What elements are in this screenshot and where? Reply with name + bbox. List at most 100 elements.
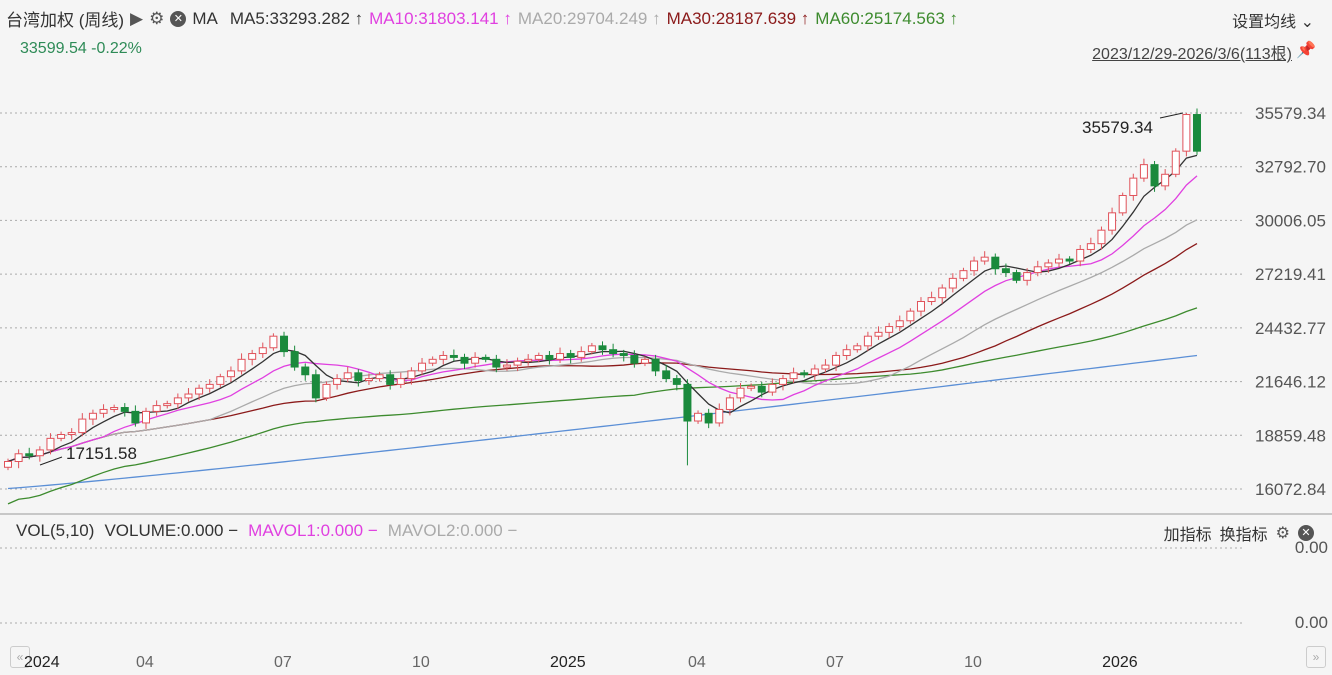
candle-body <box>757 385 766 393</box>
switch-indicator-button[interactable]: 换指标 <box>1219 527 1268 544</box>
candle-body <box>1118 194 1127 214</box>
candle-body <box>736 387 745 399</box>
candle-body <box>471 356 480 364</box>
candle-body <box>78 418 87 434</box>
vol-label: VOL(5,10) <box>16 521 95 540</box>
y-tick-label: 30006.05 <box>1255 211 1326 230</box>
pin-icon[interactable]: 📌 <box>1296 42 1316 59</box>
candle-body <box>301 366 310 376</box>
candle-body <box>343 372 352 380</box>
gear-icon[interactable]: ⚙ <box>1275 525 1290 542</box>
ma20-value: MA20:29704.249 ↑ <box>517 8 661 28</box>
x-tick-label: 04 <box>136 654 154 671</box>
min-arrow <box>39 456 63 466</box>
candle-body <box>1086 243 1095 250</box>
candle-body <box>258 347 267 355</box>
candle-body <box>460 356 469 364</box>
candle-body <box>524 358 533 362</box>
mavol2-value: MAVOL2:0.000 − <box>387 521 518 540</box>
candle-body <box>959 270 968 279</box>
vol-axis-top: 0.00 <box>1294 538 1328 557</box>
candle-body <box>14 453 23 462</box>
candle-body <box>4 460 12 468</box>
candle-body <box>25 453 34 457</box>
candle-body <box>1150 164 1159 187</box>
candle-body <box>195 387 204 395</box>
candle-body <box>364 378 373 382</box>
candle-body <box>439 354 448 360</box>
candle-body <box>269 335 278 349</box>
candle-body <box>927 297 936 303</box>
scroll-left-button[interactable]: « <box>10 646 30 668</box>
candle-body <box>948 277 957 289</box>
vol-axis-bottom: 0.00 <box>1294 613 1328 632</box>
candle-body <box>619 353 628 356</box>
candle-body <box>152 405 161 412</box>
y-tick-label: 21646.12 <box>1255 373 1326 392</box>
gear-icon[interactable]: ⚙ <box>149 8 165 28</box>
candle-body <box>747 385 756 389</box>
close-icon[interactable]: ✕ <box>1298 525 1314 541</box>
add-indicator-button[interactable]: 加指标 <box>1163 527 1212 544</box>
ma30-value: MA30:28187.639 ↑ <box>666 8 810 28</box>
max-arrow <box>1159 112 1184 119</box>
chart-header: 台湾加权 (周线) ▶ ⚙ ✕ MA MA5:33293.282 ↑ MA10:… <box>6 6 958 31</box>
candle-body <box>386 374 395 385</box>
y-tick-label: 27219.41 <box>1255 265 1326 284</box>
candle-body <box>237 358 246 372</box>
candle-body <box>322 383 331 399</box>
candle-body <box>120 407 129 412</box>
candle-body <box>832 354 841 366</box>
y-tick-label: 16072.84 <box>1255 480 1326 499</box>
scroll-right-button[interactable]: » <box>1306 646 1326 668</box>
candle-body <box>1097 229 1106 245</box>
candle-body <box>534 354 543 360</box>
candle-body <box>725 397 734 410</box>
candle-body <box>216 376 225 385</box>
candle-body <box>1139 164 1148 179</box>
volume-legend: VOL(5,10) VOLUME:0.000 − MAVOL1:0.000 − … <box>16 521 517 541</box>
candle-body <box>46 437 55 451</box>
candle-body <box>1171 150 1180 175</box>
candle-body <box>418 362 427 372</box>
ma-settings-button[interactable]: 设置均线 ⌄ <box>1232 14 1314 31</box>
date-range[interactable]: 2023/12/29-2026/3/6(113根) <box>1092 46 1292 63</box>
candle-body <box>778 378 787 385</box>
candle-body <box>895 320 904 328</box>
x-tick-label: 10 <box>964 654 982 671</box>
play-icon[interactable]: ▶ <box>130 8 144 28</box>
candle-body <box>513 360 522 366</box>
x-tick-label: 10 <box>412 654 430 671</box>
y-tick-label: 24432.77 <box>1255 319 1326 338</box>
candle-body <box>311 374 320 399</box>
x-tick-label: 2026 <box>1102 654 1138 671</box>
candle-body <box>885 326 894 333</box>
y-tick-label: 32792.70 <box>1255 158 1326 177</box>
candle-body <box>99 408 108 414</box>
candle-body <box>375 374 384 380</box>
candle-body <box>142 410 151 424</box>
close-icon[interactable]: ✕ <box>170 10 187 27</box>
candle-body <box>704 412 713 424</box>
candle-body <box>1023 272 1032 281</box>
candle-body <box>131 410 140 424</box>
candle-body <box>566 353 575 358</box>
candle-body <box>821 364 830 370</box>
ma-label: MA <box>192 8 218 28</box>
candle-body <box>1161 173 1170 187</box>
candle-body <box>545 354 554 360</box>
candle-body <box>768 383 777 393</box>
candle-body <box>842 349 851 356</box>
candle-body <box>407 370 416 380</box>
candle-body <box>1182 114 1191 152</box>
candle-body <box>502 364 511 368</box>
candle-body <box>492 358 501 368</box>
candle-body <box>184 393 193 399</box>
candle-body <box>640 358 649 364</box>
candle-body <box>980 256 989 262</box>
candle-body <box>609 349 618 355</box>
candle-body <box>1129 177 1138 196</box>
mavol1-value: MAVOL1:0.000 − <box>248 521 378 540</box>
candle-body <box>556 353 565 360</box>
